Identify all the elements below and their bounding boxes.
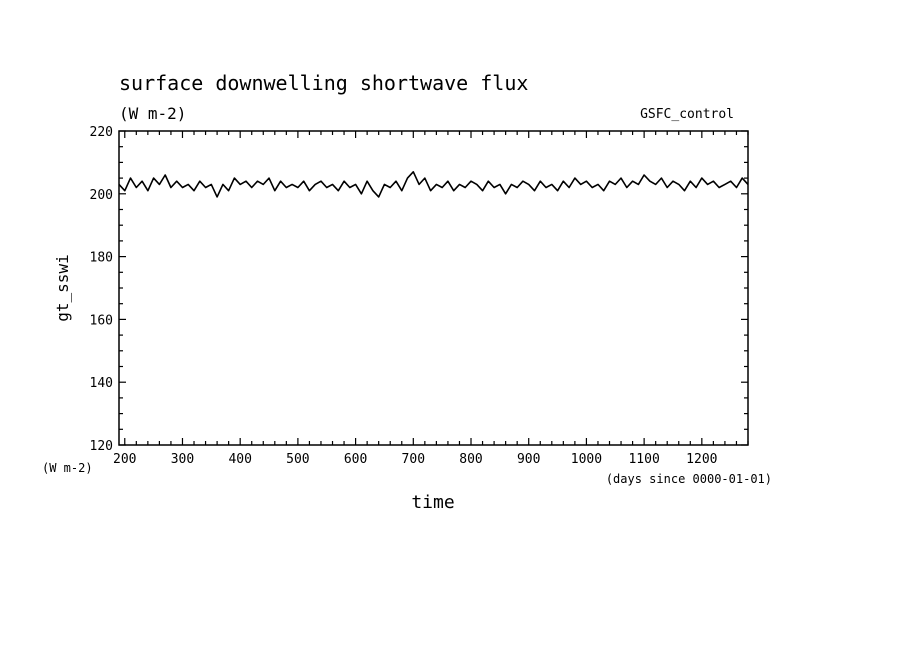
series-line <box>118 171 749 198</box>
y-tick-label: 160 <box>90 313 113 328</box>
x-tick-label: 700 <box>402 452 425 467</box>
axis-tick-labels: 120 140 160 180 200 220 200 300 400 500 600 700 800 9… <box>90 125 718 467</box>
y-tick-label: 200 <box>90 188 113 203</box>
y-tick-label: 140 <box>90 376 113 391</box>
plot-frame <box>118 130 749 446</box>
x-tick-label: 900 <box>517 452 540 467</box>
x-tick-label: 1000 <box>571 452 602 467</box>
y-axis-unit: (W m-2) <box>42 461 93 475</box>
x-tick-label: 600 <box>344 452 367 467</box>
x-tick-label: 1100 <box>628 452 659 467</box>
x-tick-label: 400 <box>228 452 251 467</box>
x-axis-label: time <box>411 492 454 513</box>
chart-subtitle: (W m-2) <box>119 104 186 123</box>
y-tick-label: 180 <box>90 251 113 266</box>
y-tick-label: 220 <box>90 125 113 140</box>
x-axis-unit: (days since 0000-01-01) <box>606 472 772 486</box>
plot-area: 120 140 160 180 200 220 200 300 400 500 600 700 800 9… <box>90 125 749 467</box>
x-tick-label: 1200 <box>686 452 717 467</box>
x-tick-label: 800 <box>459 452 482 467</box>
y-axis-label: gt_sswi <box>53 254 72 321</box>
x-tick-label: 500 <box>286 452 309 467</box>
axis-ticks <box>119 130 749 446</box>
x-tick-label: 300 <box>171 452 194 467</box>
run-label: GSFC_control <box>640 107 734 122</box>
x-tick-label: 200 <box>113 452 136 467</box>
chart-title: surface downwelling shortwave flux <box>119 71 528 95</box>
y-tick-label: 120 <box>90 439 113 454</box>
